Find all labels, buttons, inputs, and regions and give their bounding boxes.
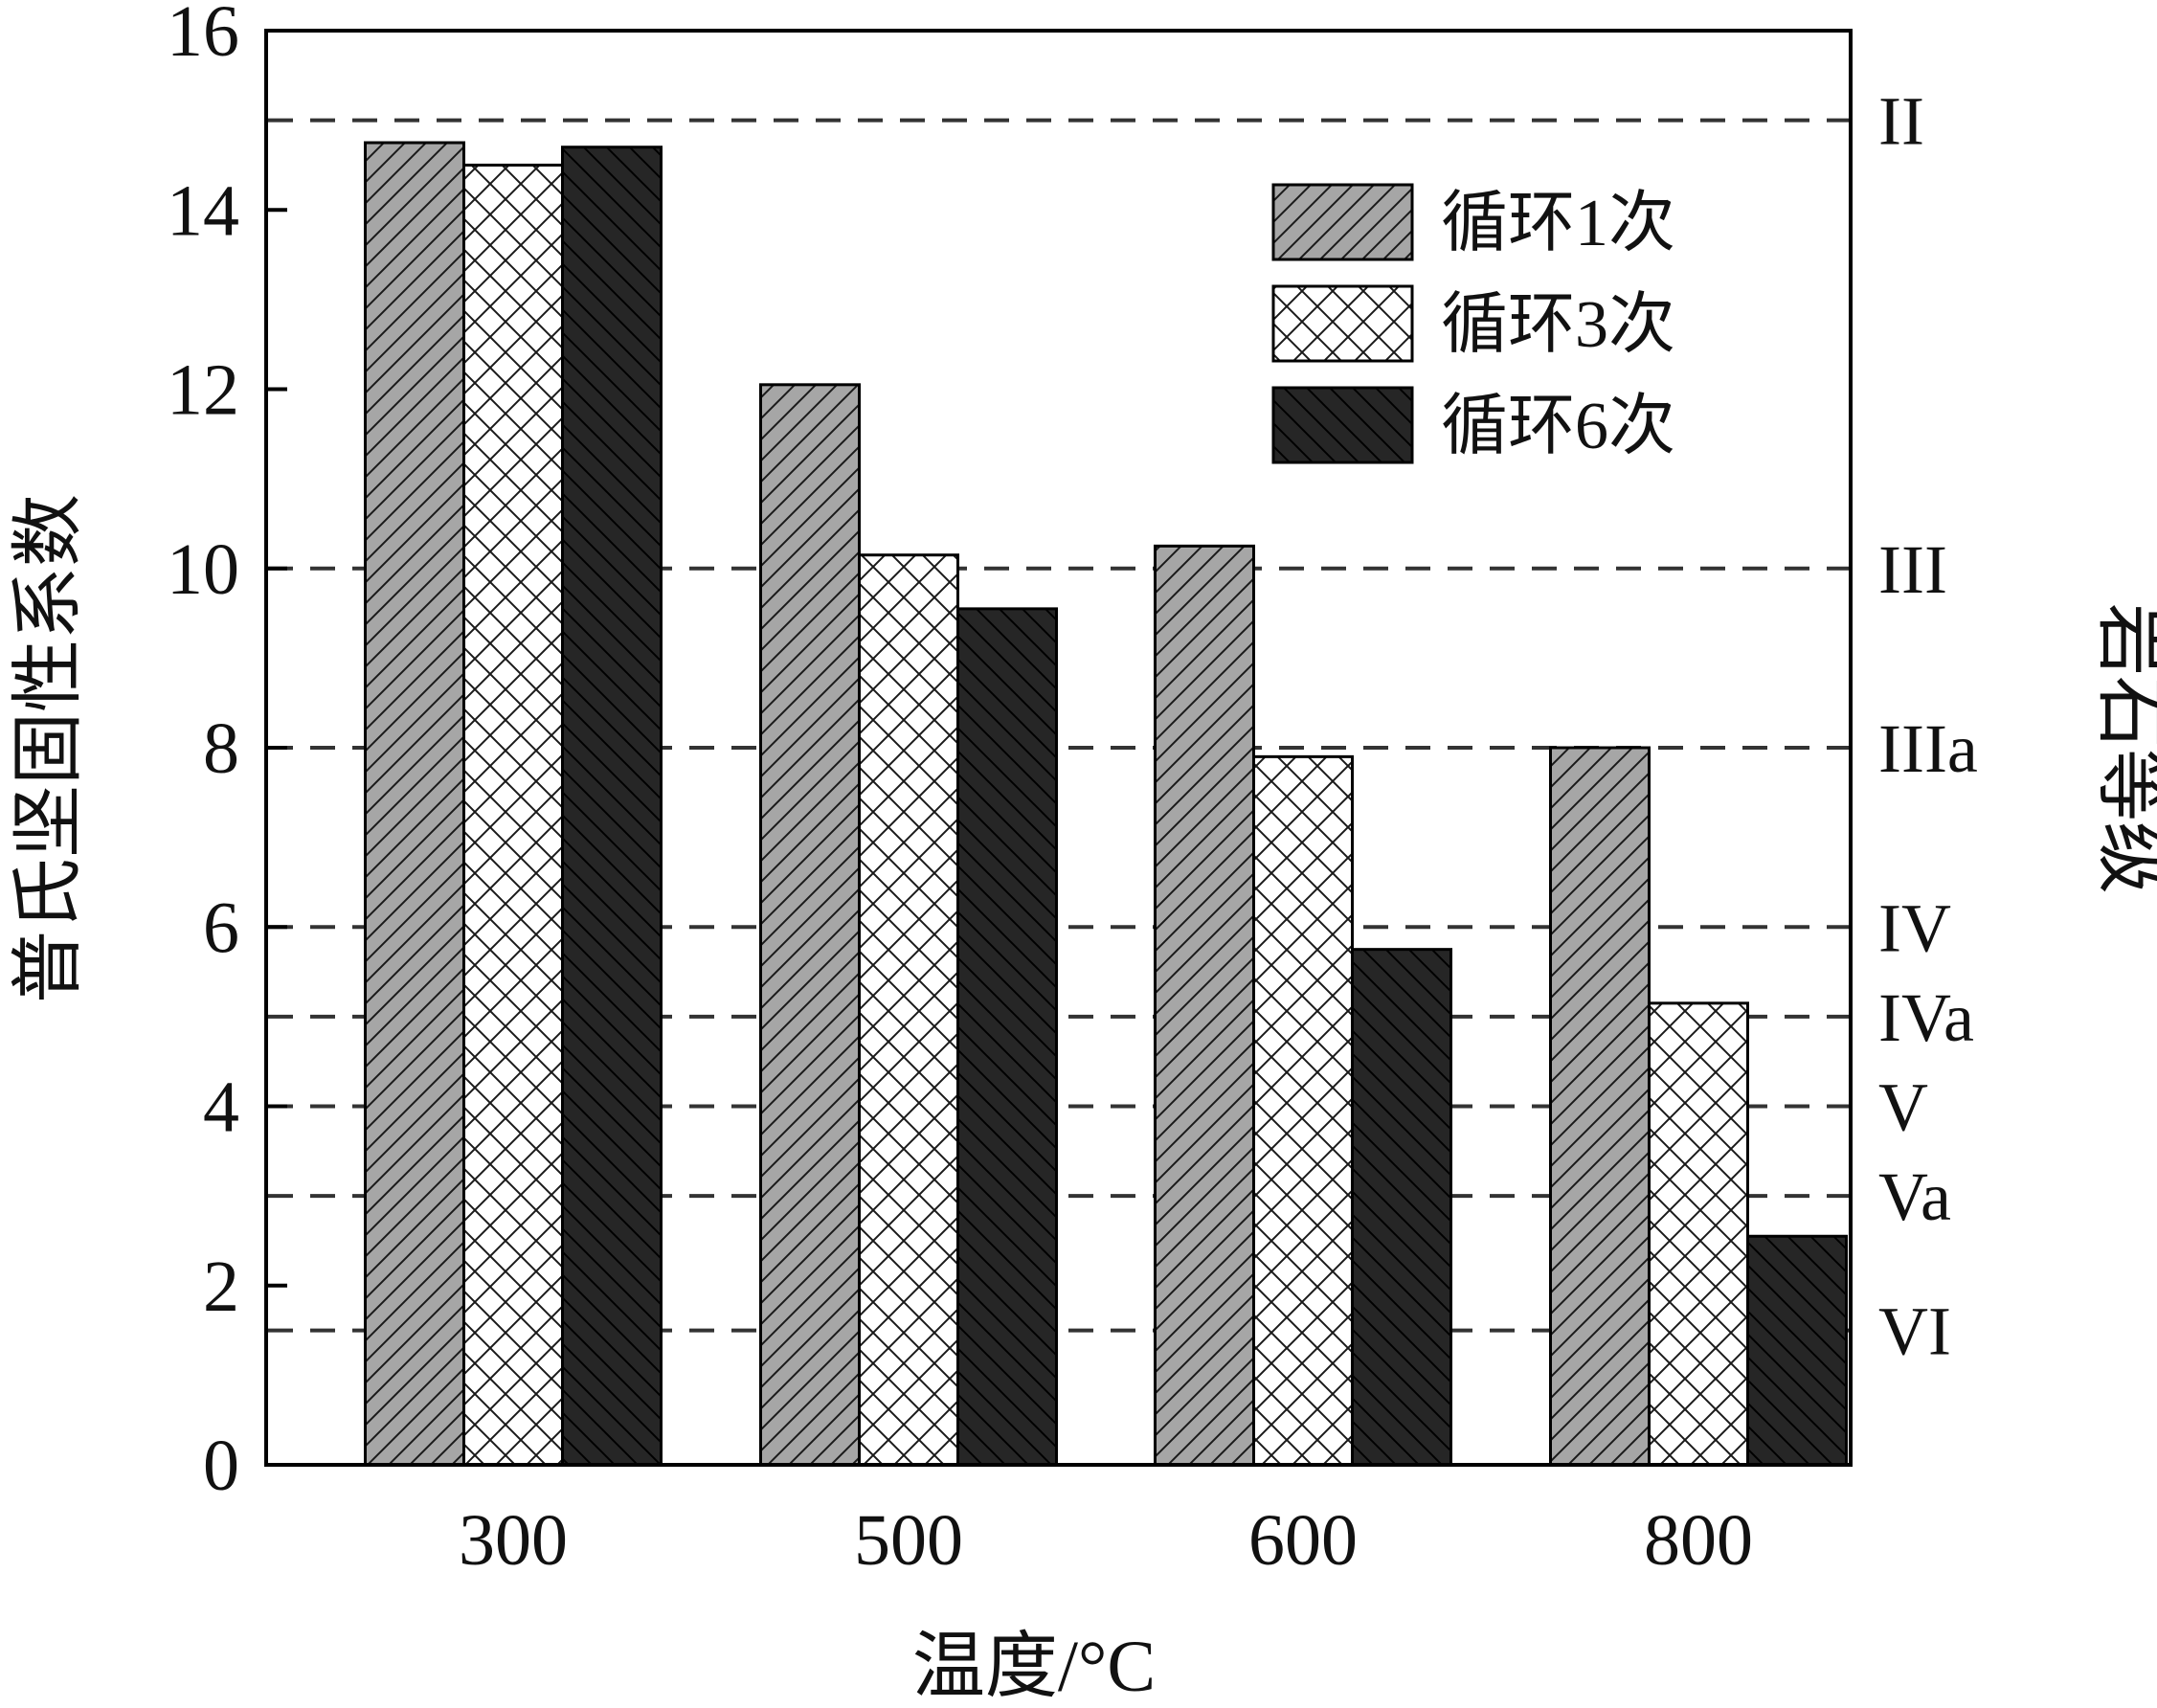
y-axis-title: 普氏坚固性系数 [9, 494, 89, 1003]
grade-label-IIIa: IIIa [1878, 710, 1978, 787]
bar-800-series-3 [1746, 1234, 1848, 1467]
legend-label-3: 循环6次 [1441, 390, 1675, 463]
bar-600-series-1 [1154, 544, 1255, 1467]
grade-label-IV: IV [1878, 889, 1951, 966]
grade-label-II: II [1878, 83, 1924, 160]
legend: 循环1次 循环3次 循环6次 [1271, 183, 1675, 464]
bar-300-series-2 [462, 163, 564, 1467]
bar-300-series-3 [561, 146, 663, 1467]
bars [364, 141, 1848, 1467]
y-axis: 0 2 4 6 8 10 12 14 16 [167, 0, 287, 1506]
y-tick-label: 16 [167, 0, 239, 72]
x-tick-label-600: 600 [1248, 1500, 1358, 1581]
bar-800-series-1 [1549, 746, 1651, 1467]
legend-swatch-1 [1271, 183, 1414, 261]
y-tick-label: 12 [167, 350, 239, 431]
x-tick-label-800: 800 [1644, 1500, 1753, 1581]
bar-500-series-3 [956, 607, 1058, 1467]
y-tick-label: 0 [203, 1426, 239, 1506]
legend-swatch-2 [1271, 284, 1414, 363]
y-tick-label: 2 [203, 1247, 239, 1327]
y-tick-label: 4 [203, 1068, 239, 1148]
grade-label-IVa: IVa [1878, 979, 1974, 1056]
y-tick-label: 14 [167, 170, 239, 251]
bar-500-series-2 [858, 553, 959, 1467]
x-tick-label-500: 500 [854, 1500, 963, 1581]
y-tick-label: 8 [203, 708, 239, 789]
x-axis: 300 500 600 800 [459, 1500, 1753, 1581]
legend-label-1: 循环1次 [1441, 187, 1675, 260]
y-tick-label: 6 [203, 888, 239, 968]
bar-600-series-2 [1252, 754, 1354, 1467]
legend-swatch-3 [1271, 386, 1414, 464]
x-axis-title: 温度/°C [912, 1627, 1156, 1707]
bar-500-series-1 [759, 383, 861, 1467]
grade-label-V: V [1878, 1069, 1928, 1146]
bar-600-series-3 [1351, 948, 1452, 1467]
grade-label-Va: Va [1878, 1158, 1951, 1235]
bar-300-series-1 [364, 141, 465, 1467]
grade-label-VI: VI [1878, 1293, 1951, 1370]
grade-label-III: III [1878, 531, 1947, 608]
bar-800-series-2 [1648, 1001, 1749, 1467]
y-axis-right-title: 岩石等级 [2090, 603, 2157, 894]
x-tick-label-300: 300 [459, 1500, 568, 1581]
legend-label-2: 循环3次 [1441, 288, 1675, 362]
y-tick-label: 10 [167, 529, 239, 610]
